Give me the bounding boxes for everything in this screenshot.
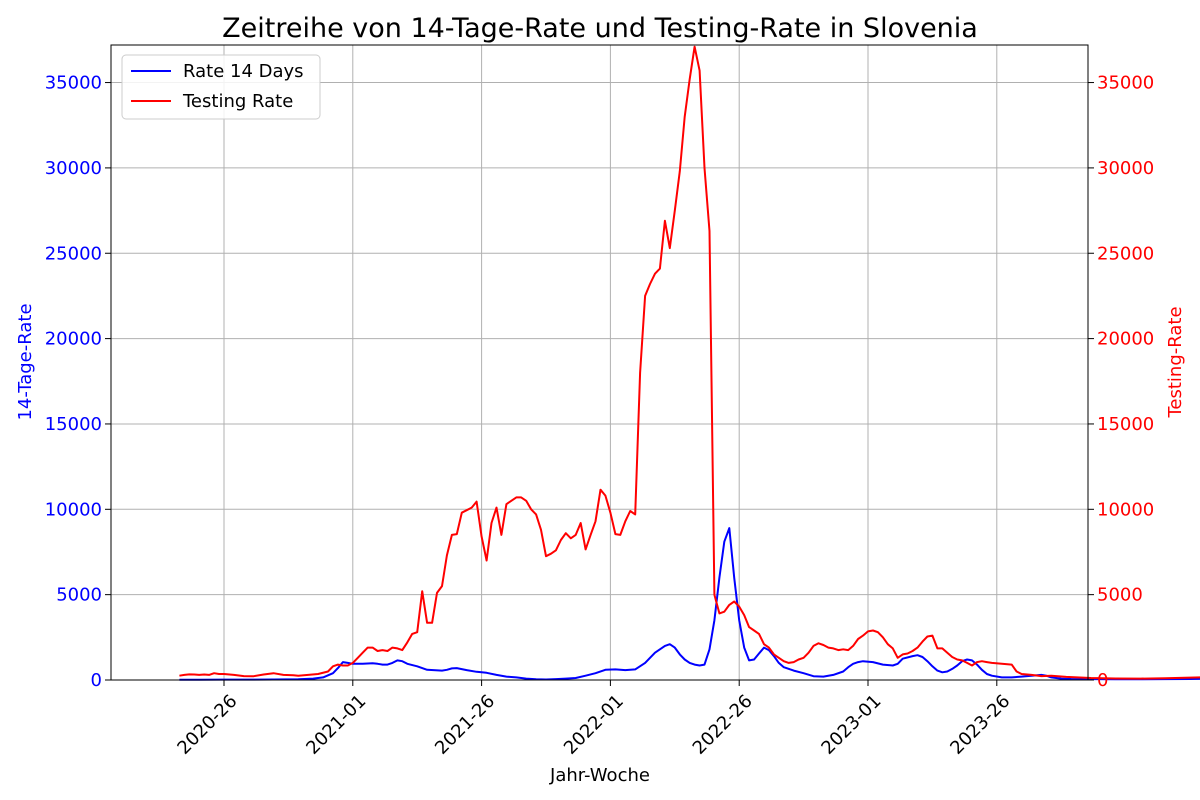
- x-axis-label: Jahr-Woche: [549, 765, 650, 786]
- y-axis-left: 0 5000 10000 15000 20000 25000 30000 35000: [45, 73, 111, 691]
- y-right-tick-label: 10000: [1097, 499, 1154, 520]
- y-right-tick-label: 20000: [1097, 329, 1154, 350]
- x-tick-label: 2020-26: [173, 691, 241, 759]
- series-lines: [179, 45, 1200, 681]
- y-left-tick-label: 5000: [56, 585, 102, 606]
- y-left-tick-label: 30000: [45, 158, 102, 179]
- y-left-tick-label: 15000: [45, 414, 102, 435]
- grid-lines: [111, 45, 1088, 681]
- legend: Rate 14 Days Testing Rate: [121, 54, 321, 120]
- y-left-tick-label: 20000: [45, 329, 102, 350]
- x-axis: 2020-26 2021-01 2021-26 2022-01 2022-26 2023-…: [173, 680, 1014, 759]
- y-right-tick-label: 35000: [1097, 73, 1154, 94]
- y-axis-label-left: 14-Tage-Rate: [15, 303, 36, 420]
- series-line-testing-rate: [179, 45, 1200, 680]
- x-tick-label: 2022-26: [689, 691, 757, 759]
- legend-label-rate-14-days: Rate 14 Days: [183, 61, 304, 82]
- x-tick-label: 2022-01: [560, 691, 628, 759]
- plot-frame: [110, 44, 1089, 681]
- y-axis-right: 0 5000 10000 15000 20000 25000 30000 35000: [1088, 73, 1154, 691]
- series-line-rate-14-days: [179, 527, 1200, 681]
- y-right-tick-label: 5000: [1097, 585, 1143, 606]
- y-axis-label-right: Testing-Rate: [1165, 306, 1186, 418]
- legend-label-testing-rate: Testing Rate: [182, 91, 293, 112]
- x-tick-label: 2023-01: [817, 691, 885, 759]
- chart-title: Zeitreihe von 14-Tage-Rate und Testing-R…: [222, 13, 978, 44]
- y-left-tick-label: 0: [91, 670, 102, 691]
- legend-box: [121, 54, 321, 120]
- y-left-tick-label: 10000: [45, 499, 102, 520]
- x-tick-label: 2021-01: [302, 691, 370, 759]
- x-tick-label: 2023-26: [946, 691, 1014, 759]
- y-left-tick-label: 35000: [45, 73, 102, 94]
- y-right-tick-label: 15000: [1097, 414, 1154, 435]
- y-left-tick-label: 25000: [45, 243, 102, 264]
- y-right-tick-label: 25000: [1097, 243, 1154, 264]
- y-right-tick-label: 30000: [1097, 158, 1154, 179]
- x-tick-label: 2021-26: [431, 691, 499, 759]
- y-right-tick-label: 0: [1097, 670, 1108, 691]
